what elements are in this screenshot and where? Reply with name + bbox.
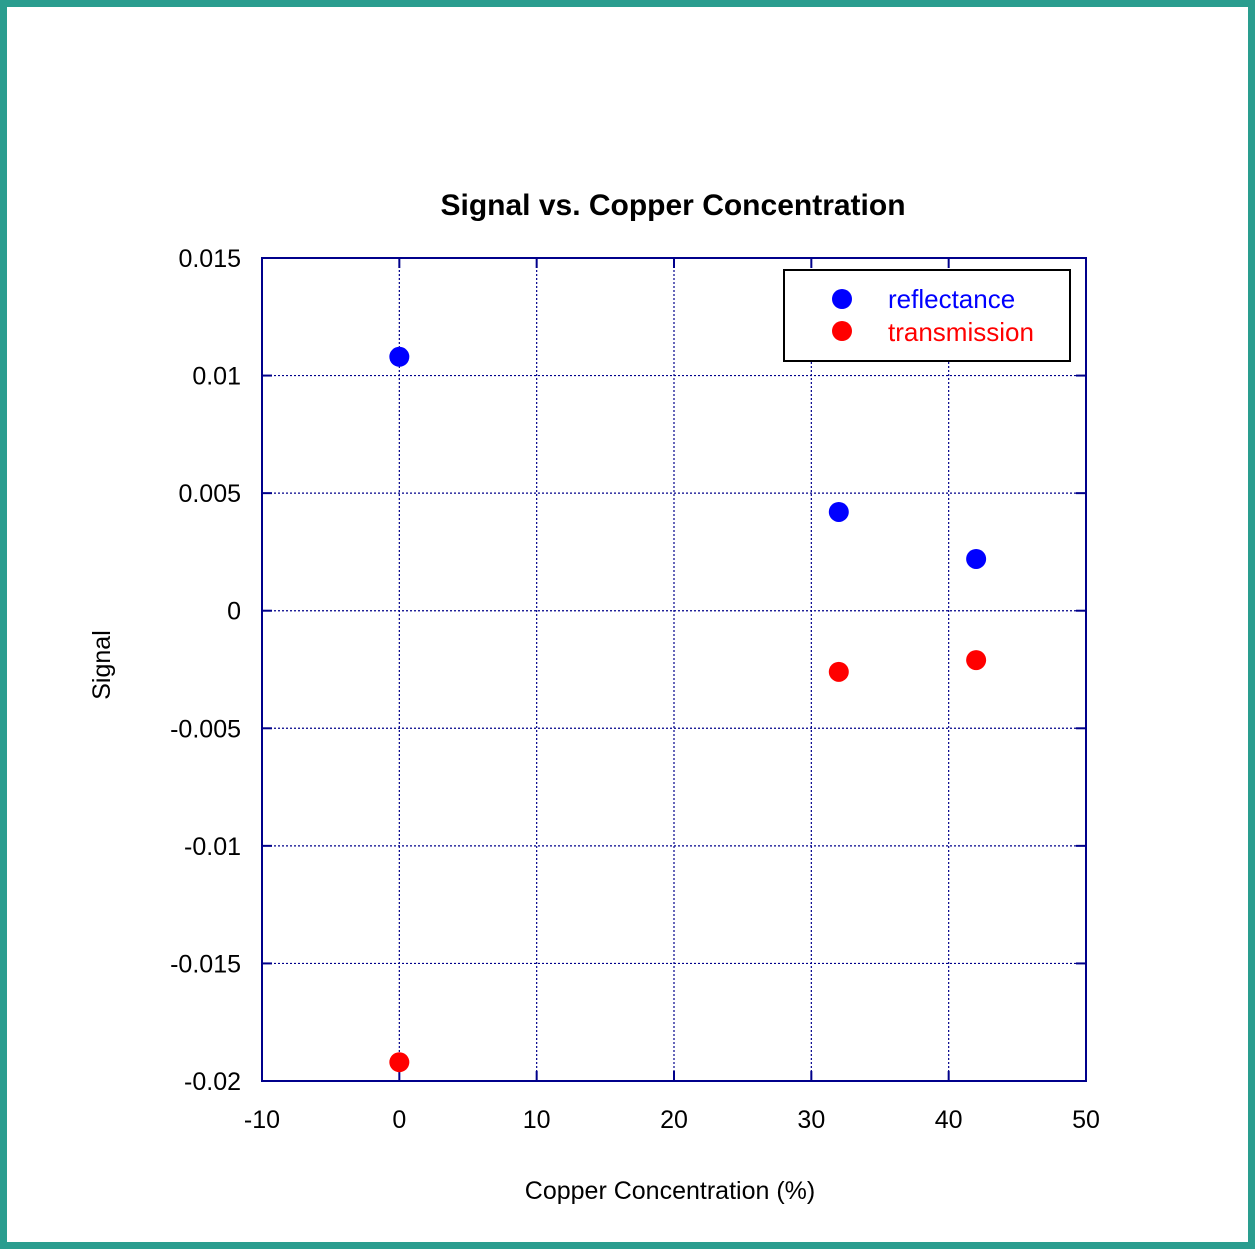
- x-tick-label: 40: [935, 1106, 963, 1134]
- legend-box: [783, 269, 1071, 362]
- y-tick-label: 0.005: [178, 480, 241, 508]
- y-tick-label: -0.01: [184, 833, 241, 861]
- data-point-reflectance: [966, 548, 987, 569]
- x-tick-label: 30: [797, 1106, 825, 1134]
- x-axis-label: Copper Concentration (%): [525, 1177, 815, 1205]
- y-tick-label: 0: [227, 598, 241, 626]
- data-point-reflectance: [389, 346, 410, 367]
- data-point-transmission: [828, 661, 849, 682]
- legend-label-transmission: transmission: [888, 317, 1034, 347]
- data-point-transmission: [966, 650, 987, 671]
- x-tick-label: 50: [1072, 1106, 1100, 1134]
- legend-label-reflectance: reflectance: [888, 284, 1015, 314]
- legend-marker-reflectance: [832, 289, 852, 309]
- legend-marker-transmission: [832, 321, 852, 341]
- y-tick-label: -0.02: [184, 1068, 241, 1096]
- x-tick-label: 0: [392, 1106, 406, 1134]
- grid-lines: [262, 258, 1086, 1081]
- y-tick-label: -0.005: [170, 715, 241, 743]
- x-tick-label: -10: [244, 1106, 280, 1134]
- data-points: [389, 346, 987, 1073]
- data-point-transmission: [389, 1052, 410, 1073]
- data-point-reflectance: [828, 501, 849, 522]
- plot-area-border: [261, 257, 1087, 1082]
- x-axis-ticks: -10 0 10 20 30 40 50: [244, 258, 1100, 1134]
- legend: reflectance transmission: [783, 269, 1071, 362]
- x-tick-label: 10: [523, 1106, 551, 1134]
- y-axis-label: Signal: [88, 630, 116, 700]
- y-tick-label: 0.015: [178, 245, 241, 273]
- chart-title: Signal vs. Copper Concentration: [440, 189, 905, 222]
- y-tick-label: -0.015: [170, 950, 241, 978]
- x-tick-label: 20: [660, 1106, 688, 1134]
- y-axis-ticks: 0.015 0.01 0.005 0 -0.005 -0.01 -0.015 -0.02: [170, 245, 1086, 1096]
- y-tick-label: 0.01: [192, 363, 241, 391]
